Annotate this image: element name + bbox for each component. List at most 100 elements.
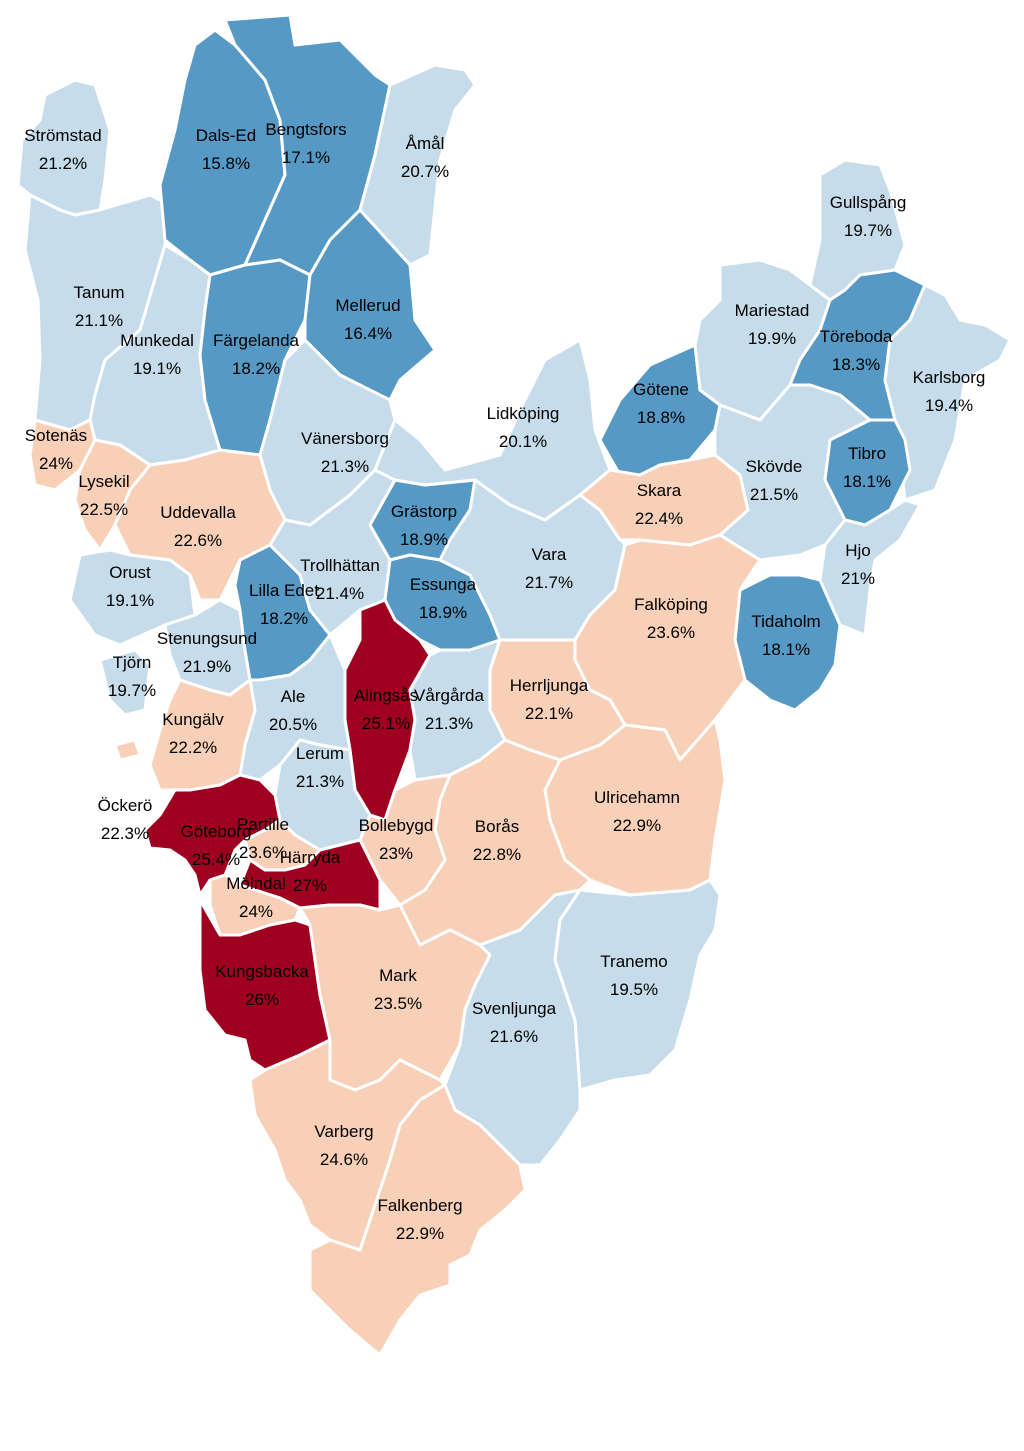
label-orust-name: Orust	[109, 563, 151, 582]
label-sotenas-name: Sotenäs	[25, 426, 87, 445]
label-ale-name: Ale	[281, 687, 306, 706]
label-tjorn-name: Tjörn	[113, 653, 152, 672]
label-lysekil-name: Lysekil	[78, 472, 129, 491]
label-svenljunga-value: 21.6%	[490, 1027, 538, 1046]
label-skara-value: 22.4%	[635, 509, 683, 528]
label-fargelanda-value: 18.2%	[232, 359, 280, 378]
label-boras-value: 22.8%	[473, 845, 521, 864]
region-lidkoping[interactable]	[373, 338, 612, 522]
label-mark-name: Mark	[379, 966, 417, 985]
label-trollhattan-name: Trollhättan	[300, 556, 380, 575]
label-grastorp-name: Grästorp	[391, 502, 457, 521]
label-partille-name: Partille	[237, 815, 289, 834]
label-uddevalla-name: Uddevalla	[160, 503, 236, 522]
label-boras-name: Borås	[475, 817, 519, 836]
label-munkedal-name: Munkedal	[120, 331, 194, 350]
label-orust-value: 19.1%	[106, 591, 154, 610]
label-hjo-name: Hjo	[845, 541, 871, 560]
label-amal-name: Åmål	[406, 134, 445, 153]
label-molndal-name: Mölndal	[226, 874, 286, 893]
labels-layer: Strömstad 21.2% Dals-Ed 15.8% Bengtsfors…	[24, 120, 985, 1243]
label-gullspang-name: Gullspång	[830, 193, 907, 212]
region-ockero[interactable]	[113, 738, 142, 762]
label-stenungsund-name: Stenungsund	[157, 629, 257, 648]
label-lerum-name: Lerum	[296, 744, 344, 763]
label-falkenberg-name: Falkenberg	[377, 1196, 462, 1215]
label-herrljunga-name: Herrljunga	[510, 676, 589, 695]
label-skovde-name: Skövde	[746, 457, 803, 476]
label-tidaholm-value: 18.1%	[762, 640, 810, 659]
label-tanum-value: 21.1%	[75, 311, 123, 330]
label-gullspang-value: 19.7%	[844, 221, 892, 240]
label-dalsed-value: 15.8%	[202, 154, 250, 173]
region-tranemo[interactable]	[553, 878, 722, 1092]
label-varberg-name: Varberg	[314, 1122, 373, 1141]
label-ulricehamn-name: Ulricehamn	[594, 788, 680, 807]
label-mellerud-value: 16.4%	[344, 324, 392, 343]
label-lidkoping-name: Lidköping	[487, 404, 560, 423]
label-bollebygd-value: 23%	[379, 844, 413, 863]
label-uddevalla-value: 22.6%	[174, 531, 222, 550]
label-kungalv-value: 22.2%	[169, 738, 217, 757]
label-liledet-name: Lilla Edet	[249, 581, 319, 600]
label-karlsborg-name: Karlsborg	[913, 368, 986, 387]
label-kungalv-name: Kungälv	[162, 710, 224, 729]
label-tanum-name: Tanum	[73, 283, 124, 302]
label-ockero-name: Öckerö	[98, 796, 153, 815]
regions-layer	[16, 13, 1012, 1357]
label-dalsed-name: Dals-Ed	[196, 126, 256, 145]
label-molndal-value: 24%	[239, 902, 273, 921]
region-amal[interactable]	[358, 63, 477, 267]
label-varberg-value: 24.6%	[320, 1150, 368, 1169]
label-stromstad-value: 21.2%	[39, 154, 87, 173]
label-mariestad-value: 19.9%	[748, 329, 796, 348]
label-tidaholm-name: Tidaholm	[751, 612, 820, 631]
region-tibro[interactable]	[823, 418, 912, 527]
region-mellerud[interactable]	[303, 208, 437, 402]
label-liledet-value: 18.2%	[260, 609, 308, 628]
label-stromstad-name: Strömstad	[24, 126, 101, 145]
label-harryda-name: Härryda	[280, 848, 341, 867]
label-goteborg-name: Göteborg	[181, 822, 252, 841]
label-vara-name: Vara	[532, 545, 567, 564]
region-kungalv[interactable]	[148, 678, 257, 792]
label-munkedal-value: 19.1%	[133, 359, 181, 378]
label-lysekil-value: 22.5%	[80, 500, 128, 519]
label-bengtsfors-name: Bengtsfors	[265, 120, 346, 139]
label-fargelanda-name: Färgelanda	[213, 331, 300, 350]
label-trollhattan-value: 21.4%	[316, 584, 364, 603]
label-essunga-value: 18.9%	[419, 603, 467, 622]
label-gotene-name: Götene	[633, 380, 689, 399]
label-vanersborg-value: 21.3%	[321, 457, 369, 476]
label-gotene-value: 18.8%	[637, 408, 685, 427]
label-vargarda-value: 21.3%	[425, 714, 473, 733]
region-karlsborg[interactable]	[883, 283, 1012, 502]
label-mariestad-name: Mariestad	[735, 301, 810, 320]
label-lidkoping-value: 20.1%	[499, 432, 547, 451]
label-amal-value: 20.7%	[401, 162, 449, 181]
label-kungsbacka-name: Kungsbacka	[215, 962, 309, 981]
label-tibro-value: 18.1%	[843, 472, 891, 491]
label-tranemo-value: 19.5%	[610, 980, 658, 999]
label-falkoping-value: 23.6%	[647, 623, 695, 642]
region-tjorn[interactable]	[98, 648, 152, 717]
label-stenungsund-value: 21.9%	[183, 657, 231, 676]
label-mark-value: 23.5%	[374, 994, 422, 1013]
label-grastorp-value: 18.9%	[400, 530, 448, 549]
label-lerum-value: 21.3%	[296, 772, 344, 791]
label-kungsbacka-value: 26%	[245, 990, 279, 1009]
label-partille-value: 23.6%	[239, 843, 287, 862]
label-hjo-value: 21%	[841, 569, 875, 588]
label-sotenas-value: 24%	[39, 454, 73, 473]
label-alingsas-value: 25.1%	[362, 714, 410, 733]
label-falkenberg-value: 22.9%	[396, 1224, 444, 1243]
label-vanersborg-name: Vänersborg	[301, 429, 389, 448]
label-skovde-value: 21.5%	[750, 485, 798, 504]
region-falkenberg[interactable]	[308, 1083, 527, 1357]
region-goteborg[interactable]	[143, 773, 282, 897]
region-uddevalla[interactable]	[113, 448, 287, 602]
label-tjorn-value: 19.7%	[108, 681, 156, 700]
label-ockero-value: 22.3%	[101, 824, 149, 843]
label-bengtsfors-value: 17.1%	[282, 148, 330, 167]
label-falkoping-name: Falköping	[634, 595, 708, 614]
